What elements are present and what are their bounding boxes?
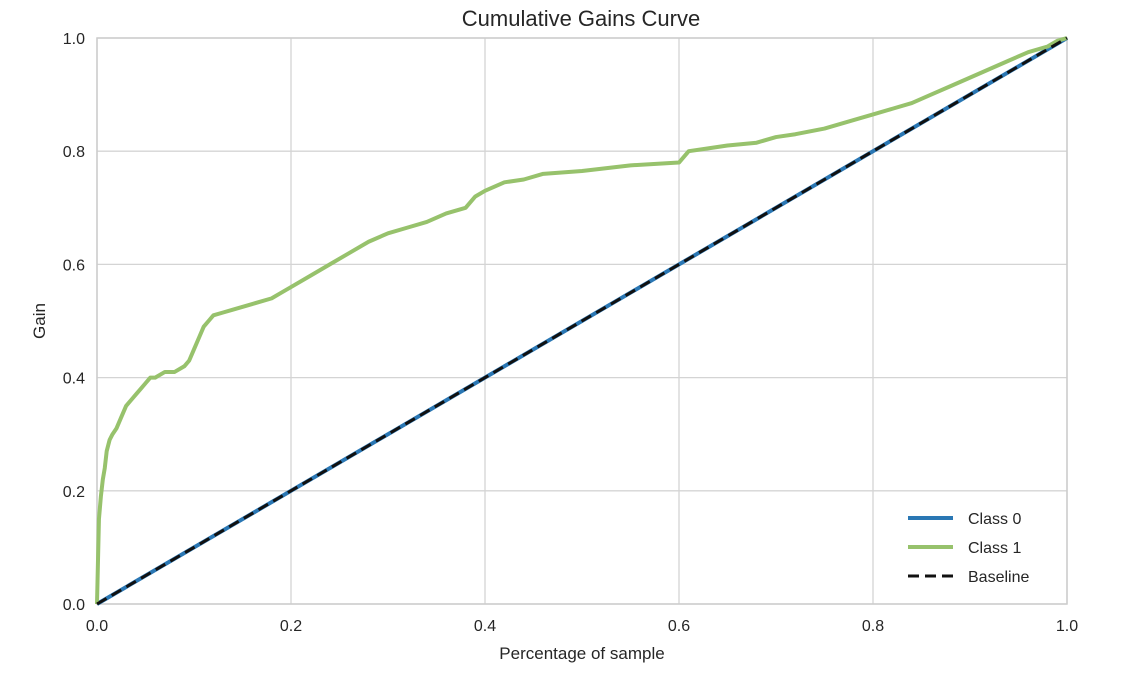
legend: Class 0 Class 1 Baseline bbox=[908, 511, 1029, 586]
series-layer bbox=[95, 36, 1069, 606]
x-tick-label: 0.0 bbox=[86, 618, 108, 635]
legend-label: Class 0 bbox=[968, 511, 1021, 528]
x-tick-label: 0.8 bbox=[862, 618, 884, 635]
y-tick-label: 0.8 bbox=[63, 144, 85, 161]
x-axis-ticks: 0.0 0.2 0.4 0.6 0.8 1.0 bbox=[86, 618, 1078, 635]
legend-label: Baseline bbox=[968, 569, 1029, 586]
x-tick-label: 1.0 bbox=[1056, 618, 1078, 635]
y-tick-label: 0.4 bbox=[63, 371, 85, 388]
legend-label: Class 1 bbox=[968, 540, 1021, 557]
y-tick-label: 1.0 bbox=[63, 31, 85, 48]
y-axis-ticks: 0.0 0.2 0.4 0.6 0.8 1.0 bbox=[63, 31, 85, 614]
y-tick-label: 0.0 bbox=[63, 597, 85, 614]
x-tick-label: 0.6 bbox=[668, 618, 690, 635]
chart-title: Cumulative Gains Curve bbox=[462, 6, 700, 31]
y-tick-label: 0.6 bbox=[63, 257, 85, 274]
plot-area bbox=[96, 37, 1068, 605]
series-line-class-1 bbox=[95, 36, 1068, 605]
y-axis-label: Gain bbox=[30, 303, 49, 339]
x-tick-label: 0.4 bbox=[474, 618, 496, 635]
x-tick-label: 0.2 bbox=[280, 618, 302, 635]
y-tick-label: 0.2 bbox=[63, 484, 85, 501]
series-line-baseline bbox=[96, 36, 1068, 606]
x-axis-label: Percentage of sample bbox=[499, 644, 664, 663]
